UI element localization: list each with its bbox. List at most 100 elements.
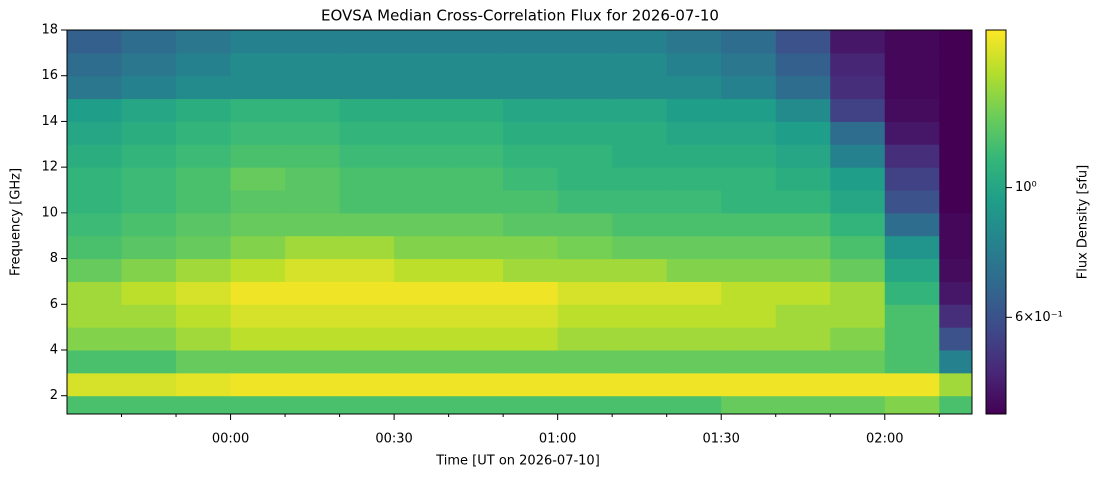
heatmap-cell — [557, 258, 613, 282]
heatmap-cell — [666, 144, 722, 168]
heatmap-cell — [775, 30, 831, 54]
heatmap-cell — [121, 258, 177, 282]
heatmap-cell — [448, 372, 504, 397]
heatmap-cell — [666, 350, 722, 374]
y-tick-label: 6 — [50, 297, 58, 312]
heatmap-cell — [394, 281, 450, 305]
heatmap-cell — [721, 190, 777, 214]
heatmap-cell — [339, 372, 395, 397]
heatmap-cell — [448, 167, 504, 191]
x-tick-label: 01:00 — [539, 432, 576, 447]
heatmap-cell — [830, 350, 886, 374]
heatmap-cell — [285, 167, 341, 191]
heatmap-cell — [884, 167, 940, 191]
x-tick-label: 00:00 — [212, 432, 249, 447]
heatmap-cell — [448, 235, 504, 260]
heatmap-cell — [121, 212, 177, 237]
heatmap-cell — [830, 75, 886, 100]
heatmap-cell — [394, 395, 450, 415]
heatmap-cell — [503, 327, 559, 351]
heatmap-cell — [394, 372, 450, 397]
heatmap-cell — [503, 167, 559, 191]
heatmap-cell — [775, 121, 831, 145]
heatmap-cell — [612, 281, 668, 305]
heatmap-cell — [176, 30, 232, 54]
heatmap-cell — [285, 98, 341, 122]
heatmap-cell — [612, 304, 668, 328]
heatmap-cell — [666, 98, 722, 122]
heatmap-cell — [612, 190, 668, 214]
y-tick-label: 18 — [41, 23, 58, 38]
heatmap-cell — [557, 190, 613, 214]
heatmap-cell — [884, 350, 940, 374]
heatmap-cell — [67, 281, 123, 305]
heatmap-cell — [394, 52, 450, 77]
heatmap-cell — [394, 327, 450, 351]
heatmap-cell — [448, 121, 504, 145]
heatmap-cell — [557, 372, 613, 397]
colorbar-tick-label: 6×10⁻¹ — [1015, 310, 1063, 325]
heatmap-cell — [67, 144, 123, 168]
heatmap-cell — [176, 281, 232, 305]
heatmap-cell — [557, 75, 613, 100]
heatmap-cell — [557, 212, 613, 237]
colorbar-tick-label: 10⁰ — [1015, 180, 1037, 195]
heatmap-cell — [448, 52, 504, 77]
heatmap-cell — [394, 350, 450, 374]
heatmap-cell — [121, 98, 177, 122]
heatmap-cell — [503, 350, 559, 374]
heatmap-cell — [176, 304, 232, 328]
heatmap-cell — [884, 121, 940, 145]
heatmap-cell — [121, 395, 177, 415]
heatmap-cell — [285, 304, 341, 328]
heatmap-cell — [557, 30, 613, 54]
heatmap-cell — [285, 75, 341, 100]
heatmap-cell — [612, 212, 668, 237]
heatmap-cell — [612, 30, 668, 54]
heatmap-cell — [939, 98, 973, 122]
heatmap-cell — [230, 52, 286, 77]
heatmap-cell — [775, 235, 831, 260]
heatmap-cell — [67, 327, 123, 351]
heatmap-cell — [775, 350, 831, 374]
heatmap-cell — [121, 327, 177, 351]
heatmap-cell — [939, 190, 973, 214]
heatmap-cell — [721, 121, 777, 145]
heatmap-cell — [176, 52, 232, 77]
heatmap-cell — [884, 190, 940, 214]
heatmap-cell — [448, 281, 504, 305]
heatmap-cell — [721, 144, 777, 168]
heatmap-cell — [612, 235, 668, 260]
heatmap-cell — [285, 372, 341, 397]
heatmap-cell — [394, 190, 450, 214]
heatmap-cell — [721, 30, 777, 54]
heatmap-cell — [230, 350, 286, 374]
heatmap-cell — [339, 281, 395, 305]
heatmap-cell — [775, 98, 831, 122]
heatmap-cell — [666, 235, 722, 260]
heatmap-cell — [121, 52, 177, 77]
heatmap-cell — [448, 212, 504, 237]
heatmap-cell — [67, 258, 123, 282]
heatmap-cell — [612, 167, 668, 191]
heatmap-cell — [394, 98, 450, 122]
heatmap-cell — [666, 190, 722, 214]
heatmap-cell — [557, 395, 613, 415]
heatmap-cell — [503, 121, 559, 145]
heatmap-cell — [557, 167, 613, 191]
heatmap-cell — [939, 395, 973, 415]
heatmap-cell — [339, 304, 395, 328]
heatmap-cell — [939, 121, 973, 145]
heatmap-cell — [884, 304, 940, 328]
heatmap-cell — [775, 372, 831, 397]
heatmap-cell — [67, 350, 123, 374]
heatmap-cell — [721, 395, 777, 415]
heatmap-cell — [775, 395, 831, 415]
heatmap-cell — [721, 327, 777, 351]
heatmap-cell — [285, 395, 341, 415]
heatmap-cell — [830, 258, 886, 282]
heatmap-cell — [67, 121, 123, 145]
heatmap-cell — [775, 258, 831, 282]
heatmap-cell — [830, 281, 886, 305]
heatmap-cell — [884, 281, 940, 305]
